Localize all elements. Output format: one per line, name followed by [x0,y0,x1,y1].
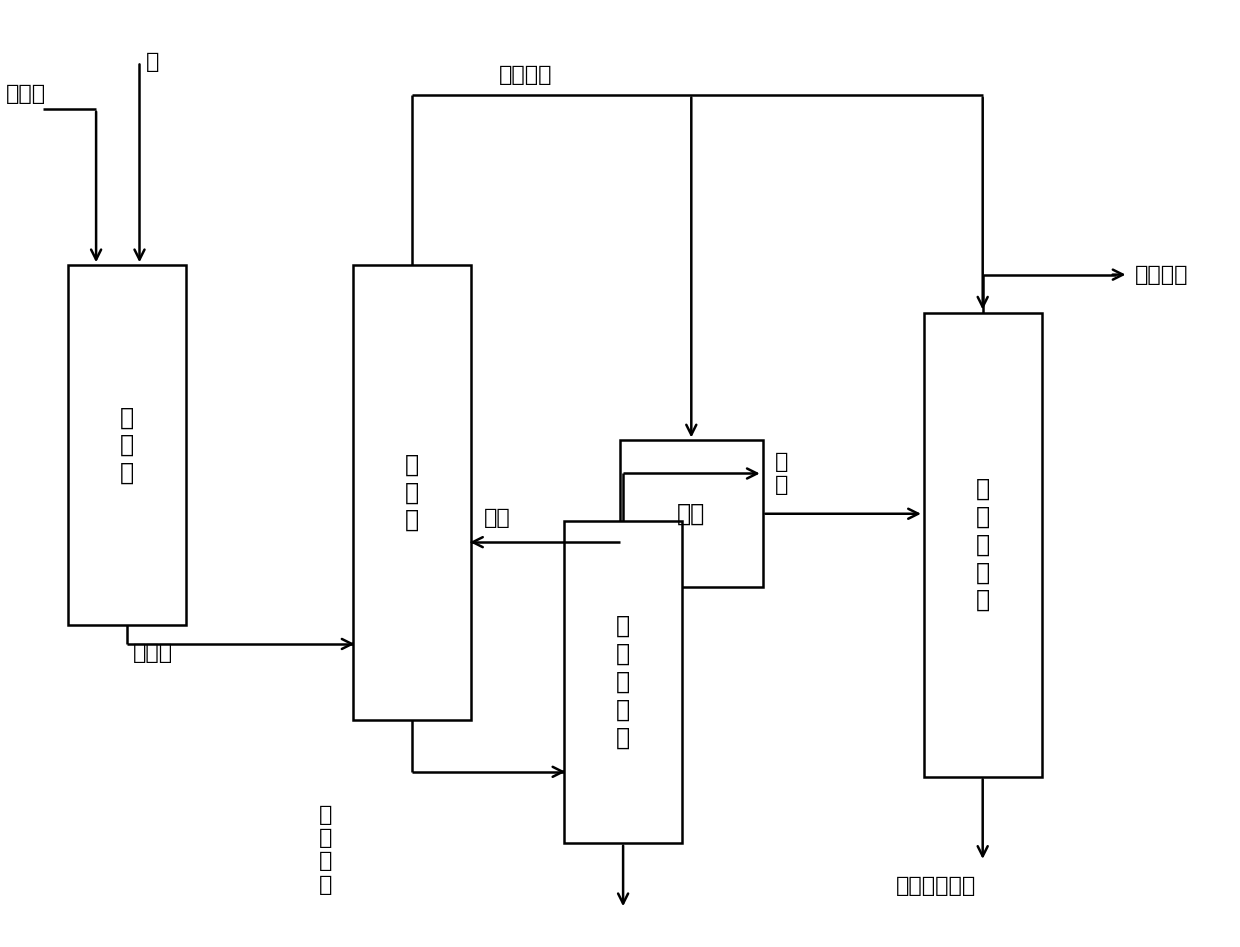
Text: 萃
取
塔: 萃 取 塔 [405,453,419,532]
Bar [564,521,682,843]
Text: 萃取油层: 萃取油层 [498,65,553,85]
Bar [353,265,471,720]
Text: 吗
啉
回
收
塔: 吗 啉 回 收 塔 [616,615,630,749]
Text: 戊
酯
精
馏
塔: 戊 酯 精 馏 塔 [976,477,990,612]
Text: 环丁物: 环丁物 [6,84,46,104]
Text: 萃
余
水
层: 萃 余 水 层 [319,805,332,895]
Text: 吗
啉: 吗 啉 [775,452,789,495]
Bar [620,440,763,587]
Text: 戊酯产品: 戊酯产品 [1135,264,1188,285]
Text: 反应液: 反应液 [134,643,174,664]
Bar [924,313,1042,777]
Bar [68,265,186,625]
Text: 水: 水 [146,51,159,72]
Text: 溶剂: 溶剂 [484,508,511,527]
Text: 脱溶: 脱溶 [677,502,706,526]
Text: 残渣（焚烧）: 残渣（焚烧） [895,876,976,896]
Text: 固
定
床: 固 定 床 [120,405,134,485]
